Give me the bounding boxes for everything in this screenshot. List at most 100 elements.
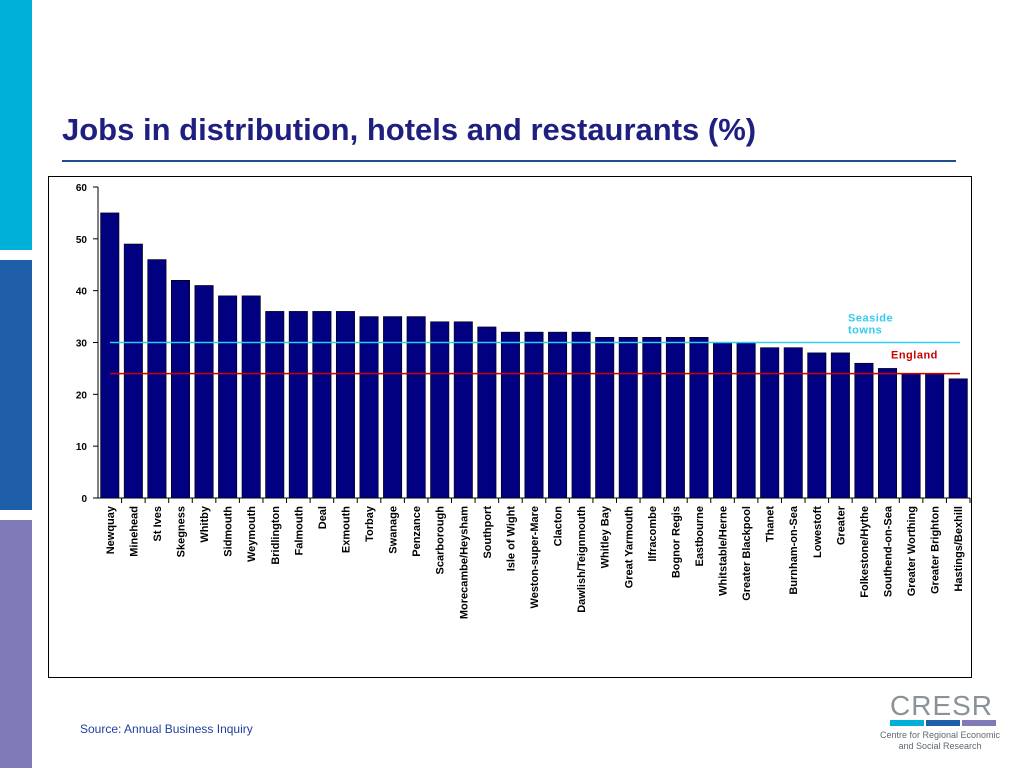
seaside-label-line1: Seaside [848,313,893,325]
bar [524,331,544,499]
x-tick-label: Whitley Bay [600,505,612,568]
bar [218,295,238,499]
bar [689,337,709,499]
bar [453,321,473,499]
y-tick-label: 20 [76,390,88,401]
bar [854,362,874,499]
logo-subtitle-line2: and Social Research [898,741,982,751]
x-tick-label: Skegness [175,506,187,557]
bar [383,316,403,499]
sidebar-stripe-purple [0,520,32,768]
cresr-logo: CRESR Centre for Regional Economic and S… [876,690,1006,754]
x-tick-label: Bognor Regis [670,506,682,578]
logo-subtitle: Centre for Regional Economic and Social … [876,730,1004,752]
x-tick-label: Whitstable/Herne [718,506,730,596]
sidebar-stripe-blue [0,260,32,510]
x-tick-label: Greater Blackpool [741,506,753,601]
title-rule [62,160,956,162]
x-tick-label: Exmouth [340,506,352,553]
x-tick-label: Deal [317,506,329,529]
bar [359,316,379,499]
bar [948,378,968,499]
x-tick-label: Hastings/Bexhill [953,506,965,592]
bar [123,243,143,499]
x-tick-label: Weston-super-Mare [529,506,541,608]
bar [500,331,520,499]
x-tick-label: Newquay [105,505,117,554]
bar [807,352,827,499]
bar [288,311,308,499]
bar [241,295,261,499]
x-tick-label: Scarborough [435,506,447,575]
bar [901,373,921,499]
bar [147,259,167,499]
logo-bar-2 [926,720,960,726]
x-tick-label: Southend-on-Sea [883,505,895,597]
bar [925,373,945,499]
x-tick-label: Eastbourne [694,506,706,567]
y-tick-label: 50 [76,235,88,246]
bar [194,285,214,499]
bar [265,311,285,499]
y-tick-label: 60 [76,183,88,194]
bar [830,352,850,499]
page-title: Jobs in distribution, hotels and restaur… [62,112,757,147]
source-note: Source: Annual Business Inquiry [80,722,253,736]
bar [100,212,120,499]
x-tick-label: Clacton [553,506,565,547]
y-tick-label: 30 [76,339,88,350]
logo-bar-1 [890,720,924,726]
x-tick-label: Swanage [388,506,400,554]
x-tick-label: Lowestoft [812,506,824,558]
x-tick-label: Thanet [765,506,777,542]
y-tick-label: 0 [81,494,87,505]
x-tick-label: Burnham-on-Sea [788,505,800,595]
bar [618,337,638,499]
bar [878,368,898,499]
x-tick-label: Folkestone/Hythe [859,506,871,598]
x-tick-label: Torbay [364,505,376,542]
logo-bar-3 [962,720,996,726]
x-tick-label: Greater [835,505,847,545]
bar [312,311,332,499]
x-tick-label: Bridlington [270,506,282,565]
bar [335,311,355,499]
x-tick-label: Weymouth [246,506,258,562]
x-tick-label: Southport [482,506,494,559]
x-tick-label: Sidmouth [223,506,235,557]
bar [406,316,426,499]
bar [595,337,615,499]
x-tick-label: Ilfracombe [647,506,659,562]
x-tick-label: Isle of Wight [505,506,517,572]
bar [760,347,780,499]
bar [548,331,568,499]
x-tick-label: Great Yarmouth [623,506,635,589]
bar [665,337,685,499]
bar [713,342,733,499]
x-tick-label: St Ives [152,506,164,541]
seaside-label-line2: towns [848,325,882,337]
bar [170,280,190,499]
x-tick-label: Penzance [411,506,423,557]
bar [642,337,662,499]
sidebar-decoration [0,0,32,768]
y-tick-label: 10 [76,442,88,453]
x-tick-label: Greater Brighton [930,506,942,594]
sidebar-stripe-cyan [0,0,32,250]
x-tick-label: Greater Worthing [906,506,918,596]
x-tick-label: Morecambe/Heysham [458,506,470,619]
x-tick-label: Minehead [128,506,140,557]
y-tick-label: 40 [76,287,88,298]
x-tick-label: Falmouth [293,506,305,556]
x-tick-label: Dawlish/Teignmouth [576,506,588,613]
england-label: England [891,350,938,362]
bar [430,321,450,499]
bar [571,331,591,499]
bar [736,342,756,499]
bar [783,347,803,499]
x-tick-label: Whitby [199,505,211,543]
logo-wordmark: CRESR [890,690,994,721]
logo-subtitle-line1: Centre for Regional Economic [879,730,1001,740]
bar-chart: 0 10 20 30 40 50 60 Newquay Minehead St Ives Skegn… [76,183,971,619]
bar [477,326,497,499]
